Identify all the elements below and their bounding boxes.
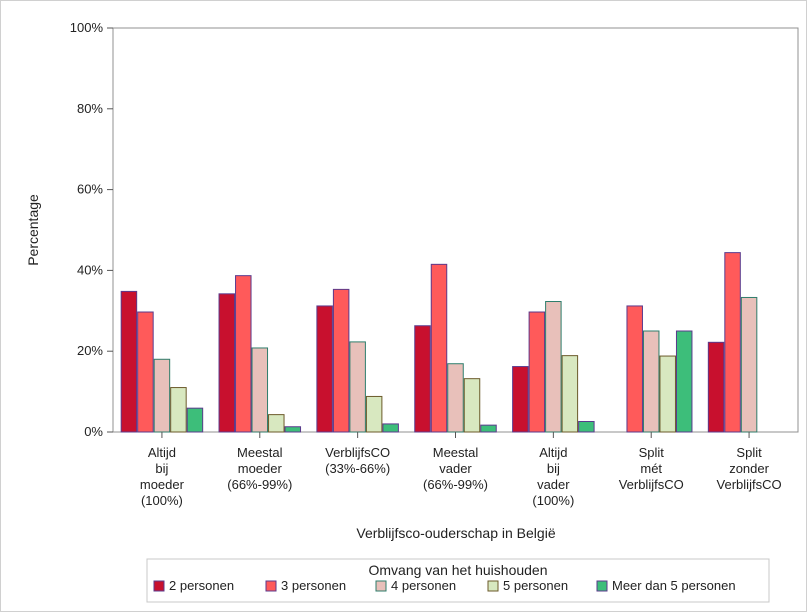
bar [382,423,399,433]
bar [430,263,448,433]
bar [137,311,154,433]
y-tick-label: 60% [77,182,103,197]
x-tick-label: Split mét VerblijfsCO [619,445,684,492]
legend-entry: 5 personen [503,578,568,593]
bar [268,414,285,433]
legend-frame [146,558,770,603]
bar [186,407,204,433]
legend-swatch [375,580,387,592]
bar [235,275,252,433]
bar [332,288,350,433]
y-tick-label: 80% [77,101,103,116]
bar [707,341,725,433]
x-tick-label: Meestal moeder (66%-99%) [227,445,292,492]
y-tick-label: 40% [77,262,103,277]
x-tick-label: VerblijfsCO (33%-66%) [325,445,390,476]
bar [170,387,187,433]
legend-entry: 2 personen [169,578,234,593]
bar [659,355,676,433]
x-tick-label: Altijd bij vader (100%) [532,445,574,508]
bar [349,341,366,433]
bar [578,420,595,433]
y-tick-label: 100% [70,20,104,35]
y-axis-label: Percentage [25,194,41,266]
legend-title: Omvang van het huishouden [368,562,547,578]
legend-entry: 4 personen [391,578,456,593]
bar-layer [120,252,758,433]
bar [251,347,269,433]
legend-entry: 3 personen [281,578,346,593]
bar [561,355,579,433]
bar [316,305,333,433]
bar [218,293,236,433]
bar [512,366,529,433]
bar [463,378,481,433]
legend-swatch [487,580,499,592]
bar [724,252,741,433]
legend-swatch [153,580,165,592]
bar [545,301,562,433]
x-tick-label: Altijd bij moeder (100%) [140,445,185,508]
bar [153,358,171,433]
bar [528,311,546,433]
legend-entry: Meer dan 5 personen [612,578,736,593]
x-tick-label: Meestal vader (66%-99%) [423,445,488,492]
bar [120,290,138,433]
x-tick-label: Split zonder VerblijfsCO [717,445,782,492]
bar [447,363,464,433]
bar [675,330,693,433]
y-tick-label: 20% [77,343,103,358]
bar [642,330,660,433]
bar [626,305,643,433]
legend-swatch [265,580,277,592]
bar [480,424,497,433]
legend-swatch [596,580,608,592]
legend-items: 2 personen 3 personen 4 personen 5 personen… [153,578,736,593]
x-axis-label: Verblijfsco-ouderschap in België [356,525,555,541]
y-tick-label: 0% [84,424,103,439]
legend: Omvang van het huishouden 2 personen 3 pe… [146,558,770,603]
bar [365,395,383,433]
bar [740,296,758,433]
bar [414,325,431,433]
bar [284,426,302,433]
label-layer: Altijd bij moeder (100%) Meestal moeder (66%-9… [140,432,782,508]
